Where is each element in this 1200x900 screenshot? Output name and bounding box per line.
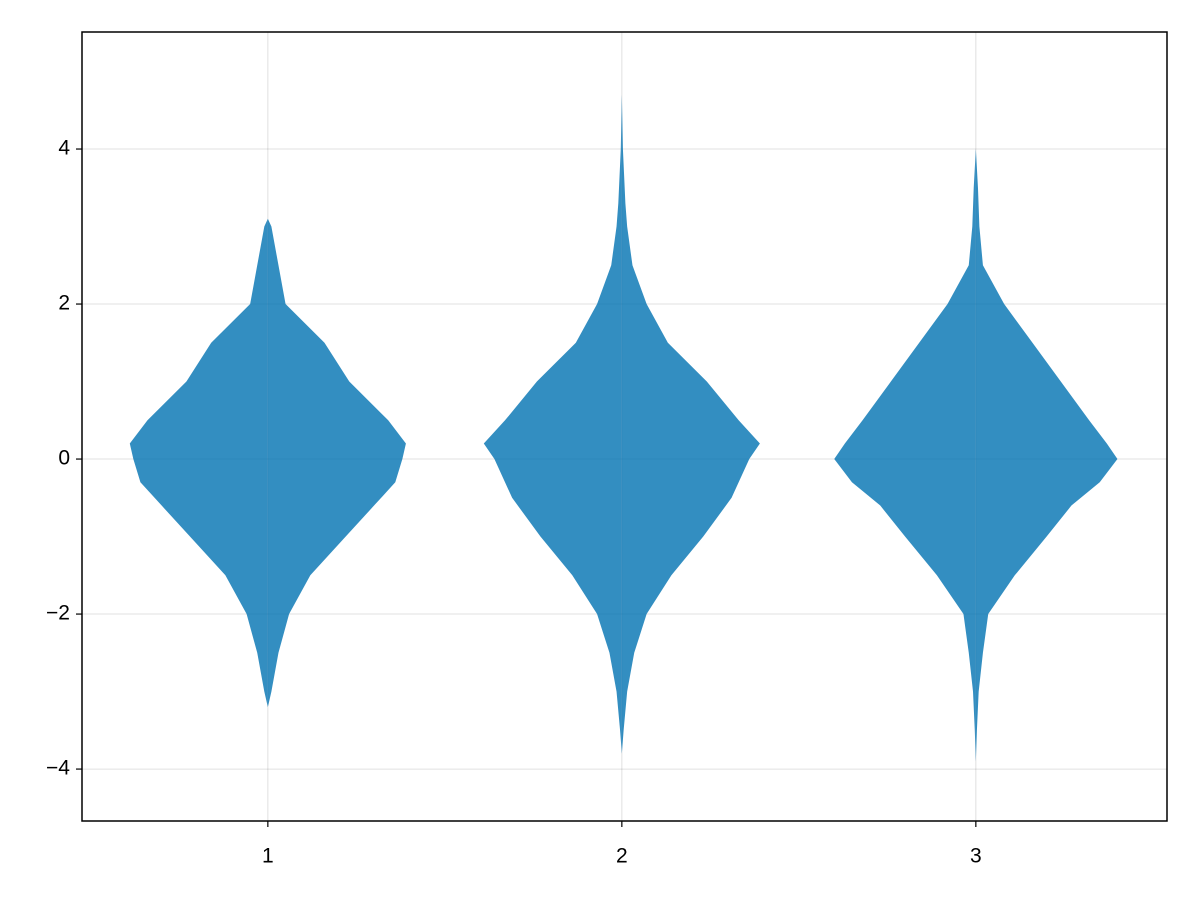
- violin-left-half: [834, 149, 976, 762]
- x-tick-label: 1: [262, 845, 274, 868]
- violins: [129, 94, 1118, 762]
- y-tick-label: 4: [58, 137, 70, 160]
- y-tick-label: 0: [58, 447, 70, 470]
- y-tick-label: −2: [46, 602, 70, 625]
- y-tick-label: −4: [46, 757, 70, 780]
- violin-left-half: [129, 218, 268, 708]
- violin-right-half: [267, 218, 406, 708]
- axes: −4 −2 0 2 4 1 2 3: [46, 137, 982, 868]
- violin-left-half: [483, 94, 622, 754]
- x-tick-label: 3: [970, 845, 982, 868]
- violin-right-half: [975, 149, 1118, 762]
- plot-frame: [81, 31, 1168, 822]
- violin-right-half: [621, 94, 760, 754]
- y-tick-label: 2: [58, 292, 70, 315]
- x-tick-label: 2: [616, 845, 628, 868]
